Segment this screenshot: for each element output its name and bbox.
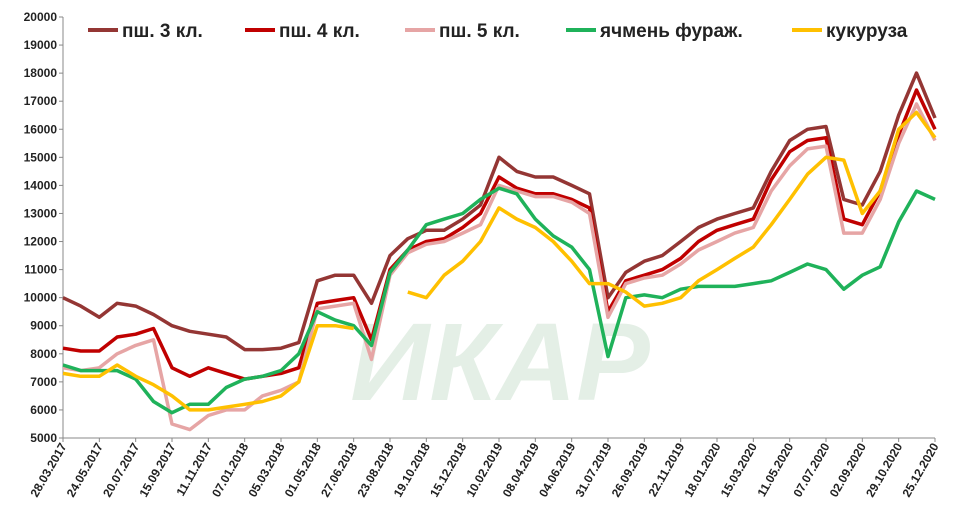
x-tick-label: 15.12.2018	[427, 440, 469, 499]
x-tick-label: 25.12.2020	[899, 440, 941, 499]
x-tick-label: 10.02.2019	[463, 440, 505, 499]
y-tick-label: 10000	[24, 291, 58, 305]
x-tick-label: 11.11.2017	[173, 440, 215, 498]
x-tick-label: 15.03.2020	[718, 440, 760, 499]
x-tick-label: 27.06.2018	[318, 440, 360, 499]
x-tick-label: 02.09.2020	[827, 440, 869, 499]
y-tick-label: 6000	[30, 403, 57, 417]
legend-label: пш. 3 кл.	[122, 21, 203, 42]
y-tick-label: 5000	[30, 431, 57, 445]
series-line	[62, 110, 937, 412]
x-tick-label: 24.05.2017	[64, 440, 106, 499]
x-tick-label: 04.06.2019	[536, 440, 578, 499]
y-tick-label: 9000	[30, 319, 57, 333]
series-line	[62, 88, 937, 381]
legend-label: пш. 4 кл.	[279, 21, 360, 42]
series-line	[62, 186, 936, 415]
x-tick-label: 29.10.2020	[863, 440, 905, 499]
x-tick-label: 05.03.2018	[245, 440, 287, 499]
x-tick-label: 18.01.2020	[681, 440, 723, 499]
y-tick-label: 18000	[24, 66, 58, 80]
legend-label: пш. 5 кл.	[439, 21, 520, 42]
x-tick-label: 08.04.2019	[500, 440, 542, 499]
x-tick-label: 01.05.2018	[282, 440, 324, 499]
y-tick-label: 11000	[24, 263, 57, 277]
y-tick-label: 16000	[24, 122, 58, 136]
x-tick-label: 22.11.2019	[645, 440, 687, 499]
x-tick-label: 15.09.2017	[136, 440, 178, 499]
x-tick-label: 31.07.2019	[572, 440, 614, 499]
y-tick-label: 12000	[24, 235, 58, 249]
legend-label: ячмень фураж.	[599, 21, 743, 42]
watermark: ИКАР	[350, 301, 650, 424]
y-tick-label: 8000	[30, 347, 57, 361]
x-tick-label: 11.05.2020	[754, 440, 796, 499]
legend-label: кукуруза	[826, 21, 908, 42]
y-tick-label: 13000	[24, 206, 58, 220]
y-tick-label: 20000	[24, 10, 58, 24]
y-tick-label: 15000	[24, 150, 58, 164]
y-tick-label: 14000	[24, 178, 58, 192]
x-tick-label: 23.08.2018	[354, 440, 396, 499]
y-tick-label: 7000	[30, 375, 57, 389]
x-tick-label: 19.10.2018	[391, 440, 433, 499]
x-tick-label: 07.07.2020	[790, 440, 832, 499]
x-tick-label: 07.01.2018	[209, 440, 251, 499]
y-tick-label: 17000	[24, 94, 58, 108]
x-tick-label: 26.09.2019	[609, 440, 651, 499]
y-tick-label: 19000	[24, 38, 58, 52]
series-line	[62, 71, 937, 352]
x-tick-label: 20.07.2017	[100, 440, 142, 499]
x-tick-label: 28.03.2017	[27, 440, 69, 499]
series-line	[62, 102, 937, 432]
